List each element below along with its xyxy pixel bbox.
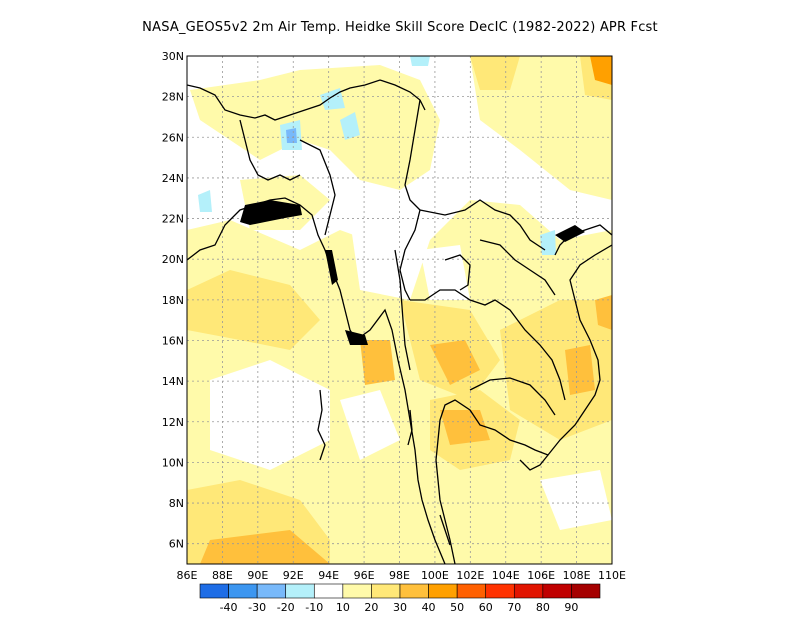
lon-tick-label: 110E [598,569,626,582]
colorbar-swatch [485,583,515,599]
colorbar-swatch [256,583,287,599]
colorbar-labels: -40 -30 -20 -10 10 20 30 40 50 60 70 80 90 [220,601,579,614]
colorbar-label: -20 [277,601,295,614]
lat-tick-label: 26N [162,131,184,144]
colorbar-swatch [342,583,372,599]
lon-tick-label: 106E [527,569,555,582]
colorbar-swatch [428,583,458,599]
lon-tick-label: 88E [212,569,233,582]
lon-tick-label: 104E [492,569,520,582]
colorbar-label: -10 [305,601,323,614]
lon-tick-label: 102E [456,569,484,582]
colorbar-swatch [285,583,315,599]
colorbar-swatch [571,583,601,599]
colorbar-label: 70 [507,601,521,614]
colorbar-label: 30 [393,601,407,614]
longitude-labels: 86E 88E 90E 92E 94E 96E 98E 100E 102E 104E 106E 108… [177,569,626,582]
lat-tick-label: 6N [169,538,184,551]
colorbar-label: 20 [364,601,378,614]
colorbar-label: -40 [220,601,238,614]
latitude-labels: 6N 8N 10N 12N 14N 16N 18N 20N 22N 24N 26N 28N 30N [162,50,184,551]
coastlines [187,79,612,564]
lat-tick-label: 14N [162,375,184,388]
lat-tick-label: 8N [169,497,184,510]
colorbar-label: 90 [564,601,578,614]
colorbar-label: 50 [450,601,464,614]
colorbar-label: 80 [536,601,550,614]
colorbar-label: -30 [248,601,266,614]
colorbar-label: 40 [422,601,436,614]
colorbar-swatch [542,583,572,599]
lat-tick-label: 16N [162,334,184,347]
lat-tick-label: 18N [162,294,184,307]
colorbar-swatch [513,583,544,599]
lon-tick-label: 86E [177,569,198,582]
colorbar-swatch [228,583,258,599]
lat-tick-label: 28N [162,91,184,104]
lat-tick-label: 20N [162,253,184,266]
colorbar [199,583,601,599]
colorbar-label: 60 [479,601,493,614]
lon-tick-label: 108E [563,569,591,582]
colorbar-swatch [313,583,344,599]
lat-tick-label: 22N [162,213,184,226]
lat-tick-label: 12N [162,416,184,429]
lat-tick-label: 24N [162,172,184,185]
plot-frame [186,55,613,565]
lon-tick-label: 92E [283,569,304,582]
lon-tick-label: 90E [247,569,268,582]
lon-tick-label: 98E [389,569,410,582]
colorbar-label: 10 [336,601,350,614]
map-title: NASA_GEOS5v2 2m Air Temp. Heidke Skill S… [142,20,658,35]
lon-tick-label: 94E [318,569,339,582]
colorbar-swatch [199,583,229,599]
colorbar-swatch [399,583,429,599]
colorbar-swatch [371,583,401,599]
lon-tick-label: 96E [354,569,375,582]
lat-tick-label: 30N [162,50,184,63]
lon-tick-label: 100E [421,569,449,582]
delta-detail [240,200,585,345]
colorbar-swatch [456,583,487,599]
lat-tick-label: 10N [162,456,184,469]
